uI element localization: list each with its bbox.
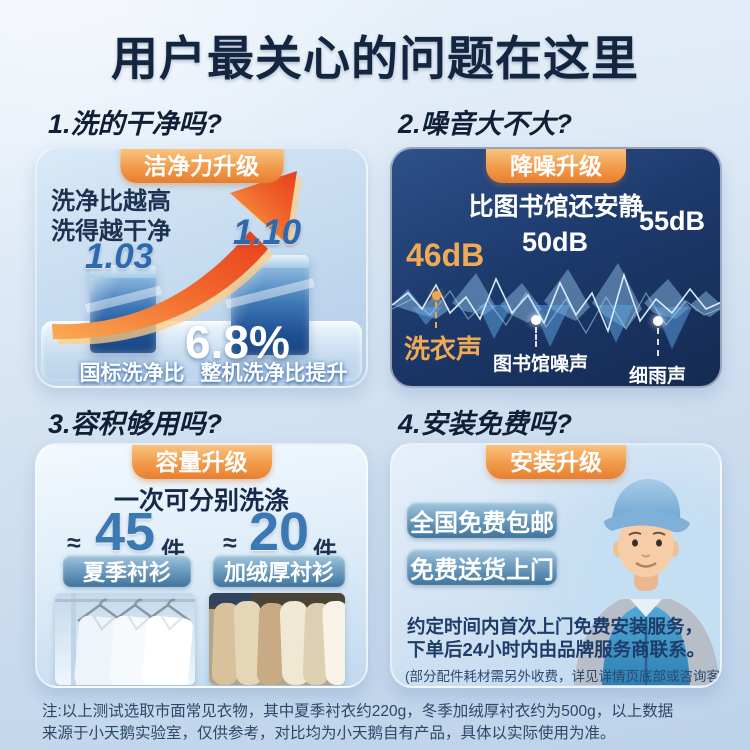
label-library-noise: 图书馆噪声 bbox=[493, 354, 589, 375]
install-desc-line2: 下单后24小时内由品牌服务商联系。 bbox=[407, 639, 706, 660]
service-man-photo bbox=[568, 479, 720, 685]
dashed-line-washing bbox=[435, 302, 437, 328]
marker-dot-library bbox=[531, 315, 541, 325]
capacity-badge: 容量升级 bbox=[131, 445, 272, 479]
noise-subtitle: 比图书馆还安静 bbox=[468, 193, 644, 221]
install-card: 安装升级 bbox=[390, 443, 722, 688]
value-national-standard: 1.03 bbox=[85, 237, 154, 276]
fleece-shirts-photo bbox=[209, 593, 345, 685]
sound-wave-graphic bbox=[392, 263, 720, 349]
improvement-percent: 6.8% bbox=[185, 316, 290, 368]
clean-caption-line2: 洗得越干净 bbox=[51, 218, 171, 245]
tag-summer-shirt: 夏季衬衫 bbox=[63, 555, 191, 587]
capacity-card: 容量升级 一次可分别洗涤 ≈ 45 件 ≈ 20 件 夏季衬衫 加绒厚衬衫 bbox=[35, 443, 368, 688]
dashed-line-library bbox=[535, 327, 537, 347]
marker-dot-washing bbox=[432, 291, 441, 300]
trend-arrow-icon bbox=[52, 171, 302, 344]
capacity-subtitle: 一次可分别洗涤 bbox=[113, 487, 289, 515]
question-4-header: 4.安装免费吗? bbox=[398, 409, 573, 439]
benefit-free-delivery: 免费送货上门 bbox=[407, 549, 557, 585]
count-summer-shirts: 45 bbox=[95, 502, 156, 562]
clean-caption-line1: 洗净比越高 bbox=[51, 188, 171, 215]
db-rain: 55dB bbox=[639, 206, 706, 236]
question-3-header: 3.容积够用吗? bbox=[48, 409, 223, 439]
benefit-free-shipping: 全国免费包邮 bbox=[407, 502, 557, 538]
db-washing: 46dB bbox=[406, 237, 485, 273]
label-this-machine: 整机洗净比提升 bbox=[200, 362, 348, 385]
install-badge: 安装升级 bbox=[486, 445, 626, 479]
tag-fleece-shirt: 加绒厚衬衫 bbox=[213, 555, 345, 587]
clean-power-card: 洁净力升级 洗净比越高 洗得越干净 1.03 1.10 6.8% 国标洗净比 整… bbox=[35, 147, 368, 388]
install-note: (部分配件耗材需另外收费，详见详情页底部或咨询客服) bbox=[405, 669, 722, 684]
clean-power-badge: 洁净力升级 bbox=[120, 149, 283, 183]
approx-symbol-1: ≈ bbox=[67, 529, 81, 557]
dashed-line-rain bbox=[657, 328, 659, 356]
value-this-machine: 1.10 bbox=[233, 213, 302, 252]
question-2-header: 2.噪音大不大? bbox=[398, 109, 573, 139]
footnote-line1: 注:以上测试选取市面常见衣物，其中夏季衬衣约220g，冬季加绒厚衬衣约为500g… bbox=[42, 703, 674, 720]
label-national-standard: 国标洗净比 bbox=[79, 362, 185, 385]
db-library: 50dB bbox=[522, 227, 589, 257]
label-rain-sound: 细雨声 bbox=[629, 366, 687, 387]
noise-badge: 降噪升级 bbox=[486, 149, 626, 183]
page-title: 用户最关心的问题在这里 bbox=[111, 32, 639, 85]
count-fleece-shirts: 20 bbox=[249, 502, 310, 562]
question-1-header: 1.洗的干净吗? bbox=[48, 109, 223, 139]
footnote: 注:以上测试选取市面常见衣物，其中夏季衬衣约220g，冬季加绒厚衬衣约为500g… bbox=[42, 701, 673, 745]
footnote-line2: 来源于小天鹅实验室，仅供参考，对比均为小天鹅自有产品，具体以实际使用为准。 bbox=[42, 725, 616, 742]
noise-card: 降噪升级 比图书馆还安静 46dB 50dB 55dB bbox=[390, 147, 722, 388]
install-desc-line1: 约定时间内首次上门免费安装服务， bbox=[407, 616, 704, 637]
approx-symbol-2: ≈ bbox=[223, 529, 237, 557]
summer-shirts-photo bbox=[55, 593, 195, 685]
label-washing-sound: 洗衣声 bbox=[404, 334, 483, 364]
marker-dot-rain bbox=[653, 316, 663, 326]
